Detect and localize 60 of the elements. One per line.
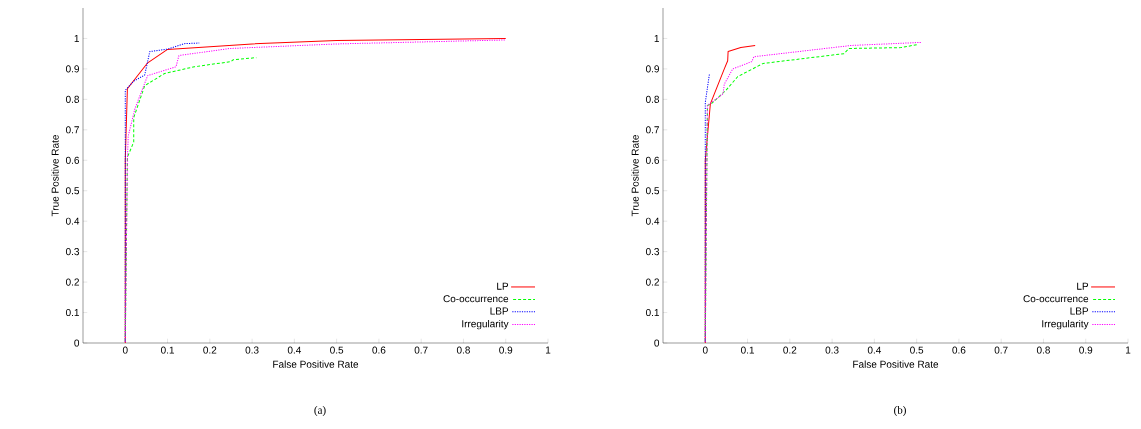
y-tick-label: 0 [74,339,80,347]
x-tick-label: 0.4 [867,346,882,354]
legend-label: Co-occurrence [443,295,509,303]
y-tick-label: 0.4 [645,217,660,225]
y-tick-label: 0.3 [65,248,80,256]
y-tick-label: 0.9 [65,65,79,73]
y-tick-label: 0.6 [65,156,80,164]
y-tick-label: 0.4 [65,217,80,225]
y-tick-label: 0.7 [645,126,659,134]
y-axis-title: True Positive Rate [631,135,639,217]
x-tick-label: 0.3 [825,346,839,354]
x-tick-label: 0.7 [414,346,428,354]
x-tick-label: 0.6 [952,346,966,354]
x-tick-label: 0 [122,346,128,354]
y-tick-label: 0.6 [645,156,660,164]
x-tick-label: 0.3 [245,346,259,354]
legend-label: LBP [490,307,509,315]
y-tick-label: 0.7 [65,126,79,134]
x-tick-label: 0.1 [740,346,755,354]
y-tick-label: 0.2 [645,278,659,286]
y-tick-label: 1 [654,35,659,42]
x-tick-label: 0.4 [287,346,302,354]
y-tick-label: 0.1 [645,309,659,317]
legend-label: LP [1077,282,1089,290]
legend-label: Irregularity [462,320,509,330]
y-tick-label: 0.3 [645,248,660,256]
y-tick-label: 0 [654,339,660,347]
y-tick-label: 0.2 [65,278,79,286]
text: (a) [314,406,326,416]
y-tick-label: 0.1 [65,309,79,317]
x-tick-label: 0.8 [456,346,470,354]
line-series [704,44,756,344]
legend-label: Irregularity [1042,320,1089,330]
line-series [124,57,257,344]
x-tick-label: 1 [545,346,551,354]
x-tick-label: 0.9 [1079,346,1093,354]
y-tick-label: 1 [74,35,79,42]
y-tick-label: 0.9 [645,65,660,73]
legend-label: LBP [1070,307,1089,315]
x-axis-title: False Positive Rate [273,360,359,368]
text: (b) [894,406,906,416]
x-tick-label: 0.9 [499,346,513,354]
x-tick-label: 0.7 [994,346,1008,354]
y-tick-label: 0.5 [65,187,80,195]
y-tick-label: 0.5 [645,187,660,195]
y-tick-label: 0.8 [65,95,80,103]
x-tick-label: 0.8 [1036,346,1050,354]
x-tick-label: 0.2 [783,346,797,354]
legend-label: LP [497,282,509,290]
x-tick-label: 0 [702,346,708,354]
x-tick-label: 1 [1126,346,1131,354]
x-tick-label: 0.1 [160,346,175,354]
x-tick-label: 0.5 [910,346,924,354]
x-tick-label: 0.5 [330,346,344,354]
x-tick-label: 0.6 [372,346,386,354]
y-axis-title: True Positive Rate [51,135,59,217]
legend-label: Co-occurrence [1023,295,1089,303]
x-tick-label: 0.2 [203,346,217,354]
y-tick-label: 0.8 [645,95,660,103]
x-axis-title: False Positive Rate [853,360,939,368]
